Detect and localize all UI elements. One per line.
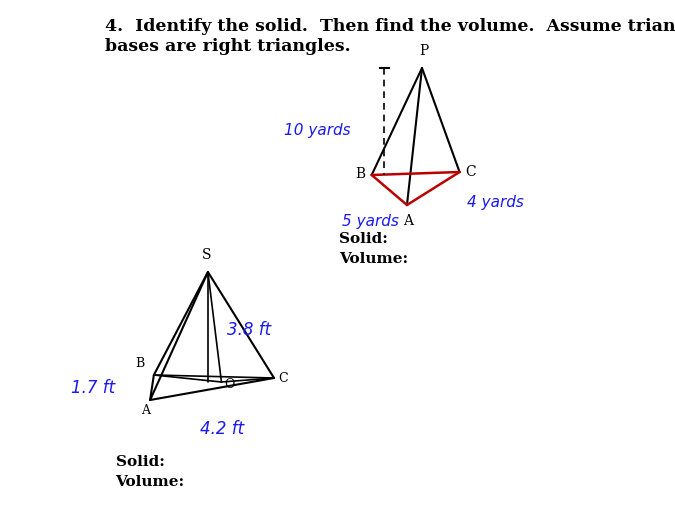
- Text: C: C: [278, 372, 288, 384]
- Text: Solid:: Solid:: [340, 232, 388, 246]
- Text: B: B: [355, 167, 365, 181]
- Text: O: O: [225, 378, 235, 391]
- Text: C: C: [465, 165, 475, 179]
- Text: A: A: [403, 214, 412, 228]
- Text: 1.7 ft: 1.7 ft: [72, 379, 115, 397]
- Text: S: S: [202, 248, 211, 262]
- Text: Solid:: Solid:: [115, 455, 165, 469]
- Text: B: B: [135, 357, 144, 370]
- Text: Volume:: Volume:: [115, 475, 185, 489]
- Text: P: P: [419, 44, 428, 58]
- Text: 4 yards: 4 yards: [467, 195, 524, 210]
- Text: 10 yards: 10 yards: [284, 123, 350, 137]
- Text: 4.2 ft: 4.2 ft: [200, 420, 244, 438]
- Text: 3.8 ft: 3.8 ft: [227, 321, 271, 339]
- Text: Volume:: Volume:: [340, 252, 408, 266]
- Text: bases are right triangles.: bases are right triangles.: [105, 38, 350, 55]
- Text: 5 yards: 5 yards: [342, 214, 400, 229]
- Text: A: A: [141, 404, 150, 417]
- Text: 4.  Identify the solid.  Then find the volume.  Assume triangular: 4. Identify the solid. Then find the vol…: [105, 18, 675, 35]
